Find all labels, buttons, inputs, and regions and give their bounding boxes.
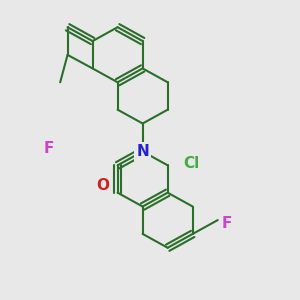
Text: Cl: Cl [183,156,199,171]
Text: N: N [136,144,149,159]
Text: O: O [96,178,110,193]
Text: F: F [221,216,232,231]
Text: F: F [43,141,54,156]
